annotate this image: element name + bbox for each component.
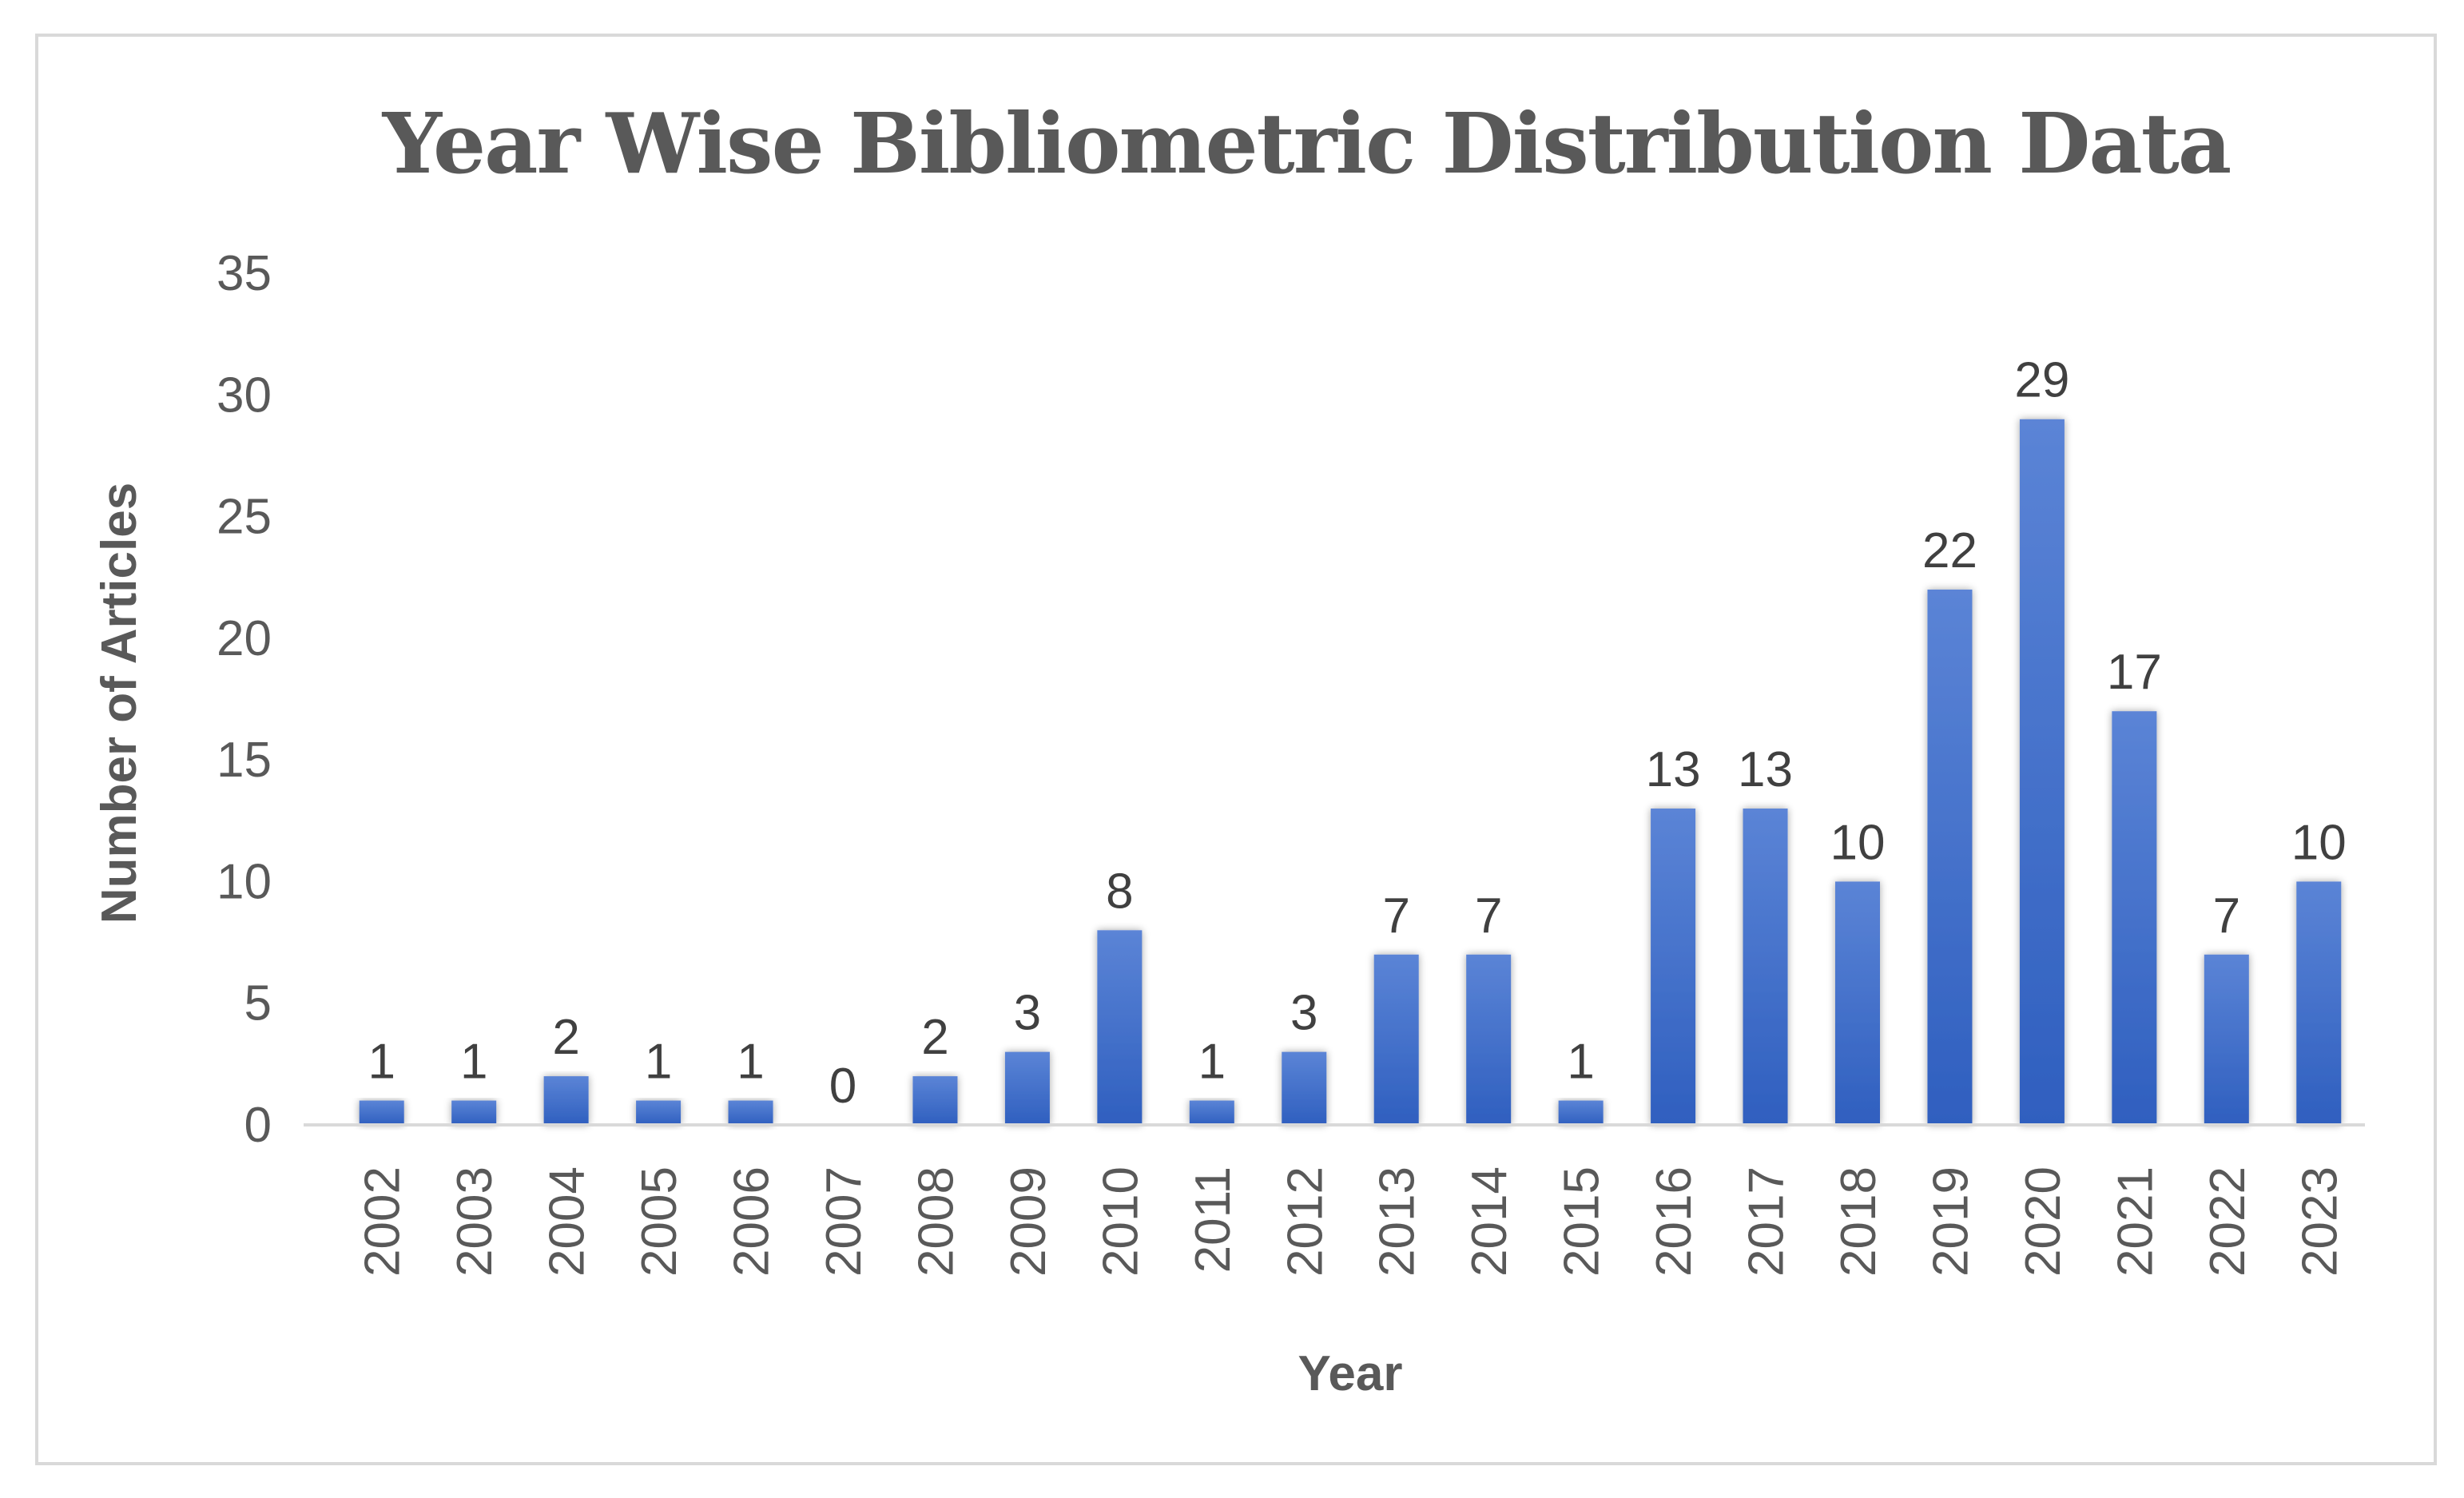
bar-2008 [912, 1076, 958, 1125]
bar-2003 [451, 1100, 497, 1125]
x-tick-label: 2010 [1093, 1166, 1148, 1277]
data-label-2009: 3 [1014, 986, 1041, 1041]
bar-2023 [2296, 881, 2342, 1125]
data-label-2017: 13 [1738, 742, 1793, 797]
data-label-2014: 7 [1475, 888, 1502, 944]
data-label-2010: 8 [1106, 864, 1133, 919]
x-tick-label: 2020 [2016, 1166, 2071, 1277]
bar-2014 [1466, 954, 1512, 1125]
x-tick-label: 2018 [1831, 1166, 1886, 1277]
data-label-2020: 29 [2014, 353, 2069, 408]
bar-2020 [2019, 419, 2065, 1125]
bar-2022 [2204, 954, 2249, 1125]
data-label-2019: 22 [1922, 523, 1977, 578]
x-tick-label: 2012 [1278, 1166, 1333, 1277]
bar-2006 [728, 1100, 773, 1125]
x-tick-label: 2023 [2292, 1166, 2347, 1277]
x-tick-label: 2007 [817, 1166, 872, 1277]
bar-2005 [636, 1100, 682, 1125]
data-label-2023: 10 [2291, 815, 2347, 870]
bar-2015 [1558, 1100, 1604, 1125]
x-tick-label: 2022 [2200, 1166, 2255, 1277]
data-label-2007: 0 [829, 1059, 856, 1114]
data-label-2015: 1 [1567, 1035, 1594, 1090]
data-label-2003: 1 [460, 1035, 487, 1090]
bar-2021 [2112, 711, 2157, 1125]
x-tick-label: 2021 [2108, 1166, 2163, 1277]
x-tick-label: 2006 [725, 1166, 780, 1277]
data-label-2008: 2 [921, 1010, 948, 1065]
bar-2016 [1651, 809, 1696, 1125]
bar-2018 [1835, 881, 1880, 1125]
x-tick-label: 2002 [356, 1166, 411, 1277]
data-label-2002: 1 [368, 1035, 395, 1090]
x-tick-label: 2011 [1186, 1166, 1241, 1273]
x-tick-label: 2005 [632, 1166, 687, 1277]
x-tick-label: 2016 [1647, 1166, 1702, 1277]
y-tick-label: 10 [217, 854, 272, 909]
x-tick-label: 2013 [1370, 1166, 1425, 1277]
y-tick-label: 5 [244, 976, 272, 1031]
x-tick-label: 2009 [1001, 1166, 1056, 1277]
x-tick-label: 2015 [1555, 1166, 1610, 1277]
x-axis-title: Year [1298, 1346, 1402, 1401]
y-tick-label: 0 [244, 1098, 272, 1153]
y-tick-label: 15 [217, 733, 272, 788]
data-label-2005: 1 [645, 1035, 672, 1090]
chart-title: Year Wise Bibliometric Distribution Data [382, 94, 2232, 193]
data-label-2004: 2 [552, 1010, 579, 1065]
bar-2004 [543, 1076, 589, 1125]
x-tick-label: 2014 [1462, 1166, 1517, 1277]
data-label-2011: 1 [1198, 1035, 1226, 1090]
bar-2002 [359, 1100, 404, 1125]
bar-2013 [1373, 954, 1419, 1125]
y-axis-title: Number of Articles [92, 483, 147, 924]
data-label-2018: 10 [1830, 815, 1886, 870]
bar-2019 [1927, 589, 1973, 1125]
x-tick-label: 2017 [1739, 1166, 1794, 1277]
bar-2010 [1097, 930, 1143, 1125]
x-tick-label: 2003 [447, 1166, 503, 1277]
y-tick-label: 25 [217, 490, 272, 545]
bar-2009 [1004, 1051, 1050, 1125]
x-tick-label: 2004 [540, 1166, 595, 1277]
data-label-2006: 1 [737, 1035, 764, 1090]
bar-2011 [1189, 1100, 1234, 1125]
y-tick-label: 20 [217, 611, 272, 666]
data-label-2012: 3 [1290, 986, 1317, 1041]
data-label-2016: 13 [1646, 742, 1701, 797]
y-tick-label: 30 [217, 368, 272, 423]
bar-2012 [1282, 1051, 1327, 1125]
data-label-2022: 7 [2213, 888, 2240, 944]
data-label-2021: 17 [2107, 645, 2162, 700]
x-tick-label: 2008 [908, 1166, 964, 1277]
data-label-2013: 7 [1382, 888, 1409, 944]
bar-2017 [1743, 809, 1788, 1125]
y-tick-label: 35 [217, 246, 272, 301]
x-tick-label: 2019 [1923, 1166, 1978, 1277]
